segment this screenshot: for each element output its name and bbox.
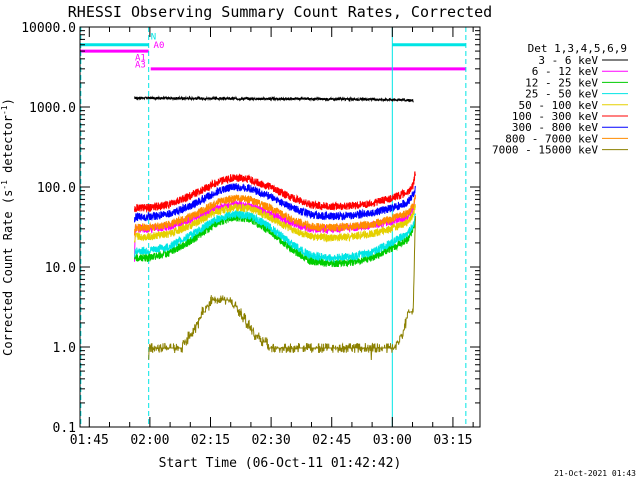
series-line-4 — [134, 203, 416, 243]
series-line-8 — [148, 215, 416, 361]
series-line-5 — [134, 171, 416, 214]
x-tick-label-3: 02:30 — [252, 433, 291, 448]
y-tick-label-2: 10.0 — [45, 261, 76, 276]
series-line-6 — [134, 183, 416, 223]
legend-title: Det 1,3,4,5,6,9 — [528, 42, 627, 55]
legend-label-3: 25 - 50 keV — [525, 88, 598, 101]
legend-label-6: 300 - 800 keV — [512, 121, 598, 134]
ylabel-mid: detector — [1, 115, 15, 180]
x-tick-label-2: 02:15 — [191, 433, 230, 448]
y-axis-label: Corrected Count Rate (s-1 detector-1) — [0, 98, 15, 356]
axes: 0.1 1.0 10.0 100.0 1000.0 10000.0 01:45 02:00 02… — [21, 21, 481, 448]
y-tick-label-5: 10000.0 — [21, 21, 76, 36]
footer-timestamp: 21-Oct-2021 01:43 — [554, 469, 636, 478]
series-line-7 — [134, 194, 416, 236]
legend-label-1: 6 - 12 keV — [532, 65, 599, 78]
annotation-3: A3 — [135, 61, 146, 71]
x-axis-label: Start Time (06-Oct-11 01:42:42) — [159, 456, 402, 471]
y-tick-label-3: 100.0 — [37, 181, 76, 196]
y-tick-label-0: 0.1 — [53, 421, 76, 436]
legend-label-2: 12 - 25 keV — [525, 76, 598, 89]
y-tick-label-1: 1.0 — [53, 341, 76, 356]
series-line-3 — [134, 209, 416, 264]
legend-label-5: 100 - 300 keV — [512, 110, 598, 123]
x-tick-label-0: 01:45 — [70, 433, 109, 448]
x-tick-label-1: 02:00 — [130, 433, 169, 448]
legend-label-0: 3 - 6 keV — [538, 54, 598, 67]
ylabel-main: Corrected Count Rate (s — [1, 190, 15, 356]
ylabel-sup1: -1 — [0, 180, 9, 190]
series-line-0 — [134, 95, 414, 103]
legend-label-4: 50 - 100 keV — [519, 99, 599, 112]
annotation-1: A0 — [154, 41, 165, 51]
chart-title: RHESSI Observing Summary Count Rates, Co… — [68, 3, 492, 21]
x-tick-label-5: 03:00 — [373, 433, 412, 448]
svg-text:Corrected Count Rate (s-1 dete: Corrected Count Rate (s-1 detector-1) — [0, 98, 15, 356]
annotation-2: A1 — [135, 54, 146, 64]
legend-label-7: 800 - 7000 keV — [505, 132, 598, 145]
x-tick-label-6: 03:15 — [433, 433, 472, 448]
annotation-0: N — [151, 32, 156, 42]
y-tick-label-4: 1000.0 — [29, 101, 76, 116]
ylabel-end: ) — [1, 98, 15, 105]
plot-frame — [79, 26, 481, 428]
x-tick-label-4: 02:45 — [312, 433, 351, 448]
legend-label-8: 7000 - 15000 keV — [492, 144, 598, 157]
ylabel-sup2: -1 — [0, 105, 9, 115]
